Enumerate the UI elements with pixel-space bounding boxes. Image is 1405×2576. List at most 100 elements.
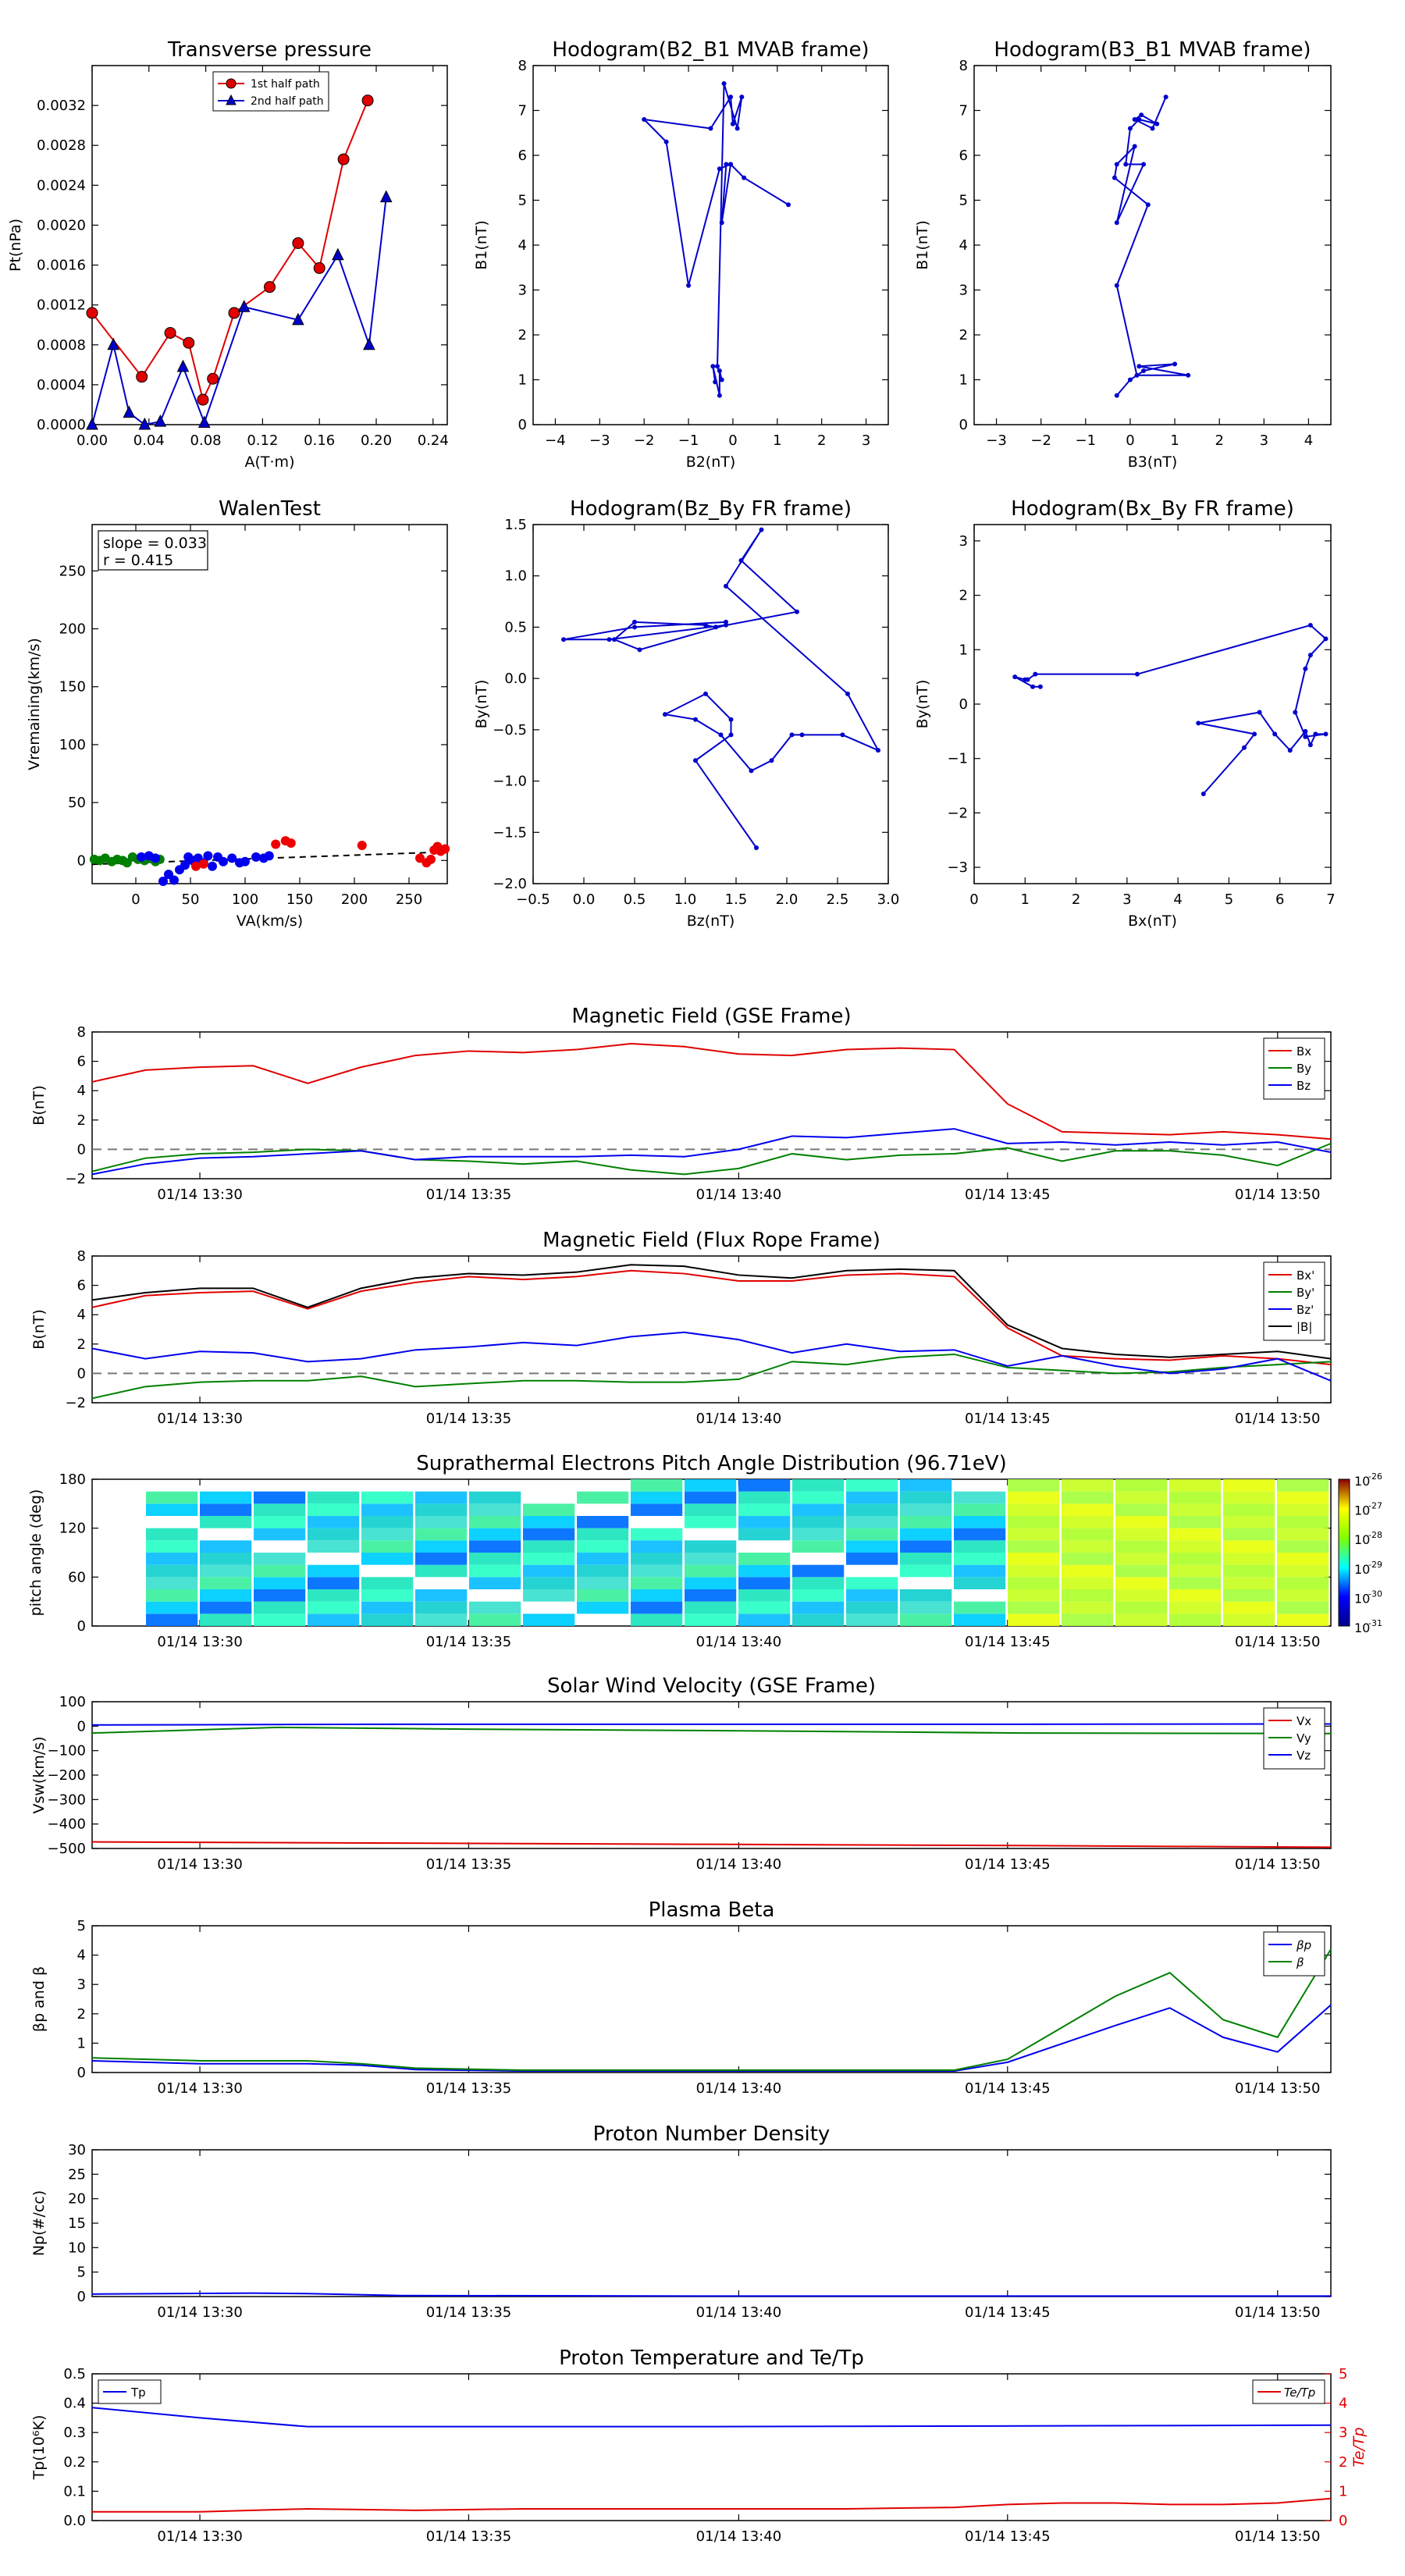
y-tick-label: 0 bbox=[518, 417, 527, 433]
heatmap-cell bbox=[577, 1516, 629, 1528]
data-point bbox=[1132, 144, 1137, 149]
heatmap-cell bbox=[1115, 1614, 1168, 1626]
x-tick-label: 4 bbox=[1173, 891, 1182, 908]
y-tick-label: 3 bbox=[959, 533, 968, 550]
x-tick-label: 0.12 bbox=[247, 432, 278, 449]
data-point bbox=[292, 312, 304, 326]
heatmap-cell bbox=[1008, 1491, 1060, 1504]
data-point bbox=[197, 393, 209, 406]
heatmap-cell bbox=[631, 1540, 683, 1553]
x-tick-label: 01/14 13:40 bbox=[696, 1634, 781, 1650]
y-tick-label: 0.0000 bbox=[37, 417, 86, 433]
heatmap-cell bbox=[1115, 1491, 1168, 1504]
data-point bbox=[730, 121, 735, 126]
plot-frame bbox=[532, 524, 889, 884]
x-tick-label: 50 bbox=[182, 891, 200, 908]
data-point bbox=[219, 856, 228, 866]
data-point bbox=[632, 624, 637, 630]
heatmap-cell bbox=[1062, 1601, 1114, 1614]
heatmap-cell bbox=[200, 1516, 252, 1528]
series-line bbox=[91, 197, 387, 426]
data-point bbox=[1154, 121, 1160, 126]
heatmap-cell bbox=[685, 1614, 737, 1626]
legend-label: By bbox=[1297, 1062, 1311, 1076]
legend-label: β bbox=[1296, 1955, 1304, 1969]
heatmap-cell bbox=[900, 1479, 952, 1492]
colorbar-tick-label: 10 bbox=[1354, 1503, 1370, 1518]
x-tick-label: 3.0 bbox=[877, 891, 900, 908]
heatmap-cell bbox=[1115, 1503, 1168, 1516]
chart-hodo_b2b1: Hodogram(B2_B1 MVAB frame) −4 −3 −2 −1 0 1 2 3 0 1… bbox=[473, 38, 889, 471]
data-point bbox=[271, 839, 281, 849]
heatmap-cell bbox=[631, 1564, 683, 1578]
x-tick-label: 01/14 13:35 bbox=[426, 2528, 511, 2545]
heatmap-cell bbox=[954, 1614, 1006, 1626]
heatmap-cell bbox=[1008, 1479, 1060, 1492]
heatmap-cell bbox=[1062, 1479, 1114, 1492]
y-tick-label: 6 bbox=[518, 148, 527, 164]
data-point bbox=[1200, 792, 1206, 796]
x-tick-label: 01/14 13:30 bbox=[157, 1856, 242, 1873]
y-tick-label: 0 bbox=[77, 1718, 86, 1735]
heatmap-cell bbox=[308, 1577, 360, 1589]
series-line-vy bbox=[91, 1726, 1332, 1735]
heatmap-cell bbox=[523, 1503, 575, 1516]
x-tick-label: 0.04 bbox=[133, 432, 165, 449]
data-point bbox=[1139, 112, 1144, 118]
data-point bbox=[86, 307, 98, 319]
y-tick-label: 3 bbox=[959, 283, 968, 299]
x-tick-label: 0 bbox=[728, 432, 737, 449]
data-point bbox=[1030, 684, 1036, 689]
x-tick-label: 1.5 bbox=[725, 891, 748, 908]
heatmap-cell bbox=[308, 1601, 360, 1614]
y-tick-label: 0.0 bbox=[63, 2513, 86, 2529]
y-tick-label: 5 bbox=[959, 193, 968, 209]
data-point bbox=[191, 861, 201, 871]
data-point bbox=[361, 94, 374, 107]
heatmap-cell bbox=[954, 1516, 1006, 1528]
heatmap-cell bbox=[415, 1503, 468, 1516]
data-point bbox=[180, 860, 190, 870]
chart-hodo_bzby: Hodogram(Bz_By FR frame) −0.5 0.0 0.5 1.0 1.5… bbox=[473, 497, 899, 930]
heatmap-cell bbox=[1169, 1601, 1222, 1614]
heatmap-cell bbox=[631, 1479, 683, 1492]
heatmap-cell bbox=[685, 1540, 737, 1553]
series-line-bx bbox=[91, 1043, 1332, 1140]
heatmap-cell bbox=[738, 1601, 791, 1614]
x-tick-label: 0.08 bbox=[190, 432, 222, 449]
data-point bbox=[1112, 175, 1117, 180]
y-tick-label: 0 bbox=[77, 2289, 86, 2305]
heatmap-cell bbox=[846, 1601, 898, 1614]
y-tick-label: 150 bbox=[59, 679, 86, 696]
heatmap-cell bbox=[738, 1491, 791, 1504]
heatmap-cell bbox=[846, 1540, 898, 1553]
heatmap-cell bbox=[200, 1553, 252, 1565]
heatmap-cell bbox=[1062, 1540, 1114, 1553]
y-tick-label: 2 bbox=[77, 1112, 86, 1129]
data-point bbox=[1163, 94, 1168, 100]
y-tick-label: 4 bbox=[77, 1083, 86, 1099]
heatmap-cell bbox=[469, 1564, 521, 1578]
data-point bbox=[719, 377, 724, 382]
heatmap-cell bbox=[254, 1601, 306, 1614]
y-tick-label: −500 bbox=[48, 1841, 86, 1857]
x-tick-label: 01/14 13:35 bbox=[426, 1187, 511, 1203]
heatmap-cell bbox=[308, 1528, 360, 1541]
data-point bbox=[264, 281, 276, 294]
x-tick-label: 100 bbox=[232, 891, 258, 908]
heatmap-cell bbox=[738, 1516, 791, 1528]
x-tick-label: 01/14 13:45 bbox=[965, 1187, 1050, 1203]
heatmap-cell bbox=[900, 1491, 952, 1504]
data-point bbox=[724, 583, 728, 589]
heatmap-cell bbox=[1008, 1528, 1060, 1541]
data-point bbox=[1141, 162, 1147, 167]
heatmap-cell bbox=[954, 1503, 1006, 1516]
data-point bbox=[663, 139, 669, 144]
heatmap-cell bbox=[685, 1564, 737, 1578]
data-point bbox=[1134, 671, 1140, 677]
x-tick-label: 0.0 bbox=[573, 891, 596, 908]
legend-marker bbox=[226, 78, 237, 89]
data-point bbox=[721, 81, 727, 86]
data-point bbox=[286, 838, 296, 849]
y-tick-label: 0.4 bbox=[63, 2396, 86, 2412]
